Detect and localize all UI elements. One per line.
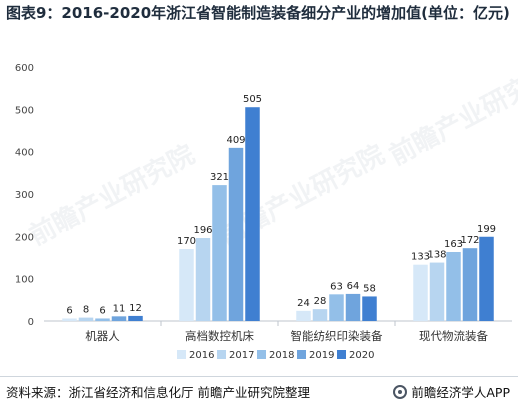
bar (62, 318, 77, 321)
data-label: 196 (193, 225, 212, 236)
y-tick-label: 0 (28, 317, 34, 328)
legend-label: 2017 (229, 350, 254, 361)
legend-swatch (297, 350, 306, 359)
legend-swatch (337, 350, 346, 359)
y-tick-label: 400 (15, 148, 34, 159)
y-tick-label: 600 (15, 63, 34, 74)
data-label: 409 (226, 135, 245, 146)
bar (95, 318, 110, 321)
data-label: 12 (129, 303, 142, 314)
y-tick-label: 200 (15, 232, 34, 243)
data-label: 28 (314, 296, 327, 307)
bar (362, 296, 377, 321)
bar (212, 185, 227, 321)
legend-label: 2016 (189, 350, 214, 361)
data-label: 163 (444, 239, 463, 250)
footer-divider (0, 376, 518, 377)
bar (245, 107, 260, 321)
legend-swatch (177, 350, 186, 359)
bar (228, 147, 244, 321)
x-category-label: 现代物流装备 (419, 329, 488, 343)
bar (462, 248, 478, 321)
legend-swatch (217, 350, 226, 359)
data-label: 138 (427, 250, 446, 261)
data-label: 6 (66, 305, 72, 316)
source-note: 资料来源：浙江省经济和信息化厅 前瞻产业研究院整理 (6, 385, 310, 400)
bar (446, 251, 461, 321)
bar (413, 264, 428, 321)
x-category-label: 智能纺织印染装备 (291, 329, 383, 343)
data-label: 63 (330, 281, 343, 292)
legend-label: 2020 (349, 350, 374, 361)
data-label: 64 (347, 281, 360, 292)
data-label: 24 (297, 298, 310, 309)
bar (479, 236, 494, 321)
data-label: 58 (363, 283, 376, 294)
bar (312, 309, 328, 321)
y-tick-label: 500 (15, 105, 34, 116)
legend-label: 2018 (269, 350, 294, 361)
bar (345, 293, 361, 321)
bar (111, 316, 127, 321)
x-category-label: 机器人 (85, 329, 120, 343)
y-tick-label: 300 (15, 190, 34, 201)
x-category-label: 高档数控机床 (185, 329, 254, 343)
brand-label: 前瞻经济学人APP (393, 382, 510, 401)
data-label: 8 (83, 305, 89, 316)
legend-label: 2019 (309, 350, 334, 361)
y-tick-label: 100 (15, 275, 34, 286)
brand-text: 前瞻经济学人APP (411, 385, 510, 400)
data-label: 6 (99, 305, 105, 316)
chart-title: 图表9：2016-2020年浙江省智能制造装备细分产业的增加值(单位：亿元) (6, 4, 510, 22)
data-label: 11 (113, 303, 126, 314)
bar (195, 238, 211, 321)
data-label: 321 (210, 172, 229, 183)
data-label: 505 (243, 94, 262, 105)
bar (329, 294, 344, 321)
bar (296, 310, 311, 321)
data-label: 133 (411, 252, 430, 263)
bar (429, 262, 445, 321)
bar (128, 315, 143, 321)
data-label: 199 (477, 224, 496, 235)
data-label: 172 (460, 235, 479, 246)
bar (78, 317, 94, 321)
data-label: 170 (177, 236, 196, 247)
legend-swatch (257, 350, 266, 359)
brand-logo-icon (393, 384, 408, 399)
bar (179, 249, 194, 321)
